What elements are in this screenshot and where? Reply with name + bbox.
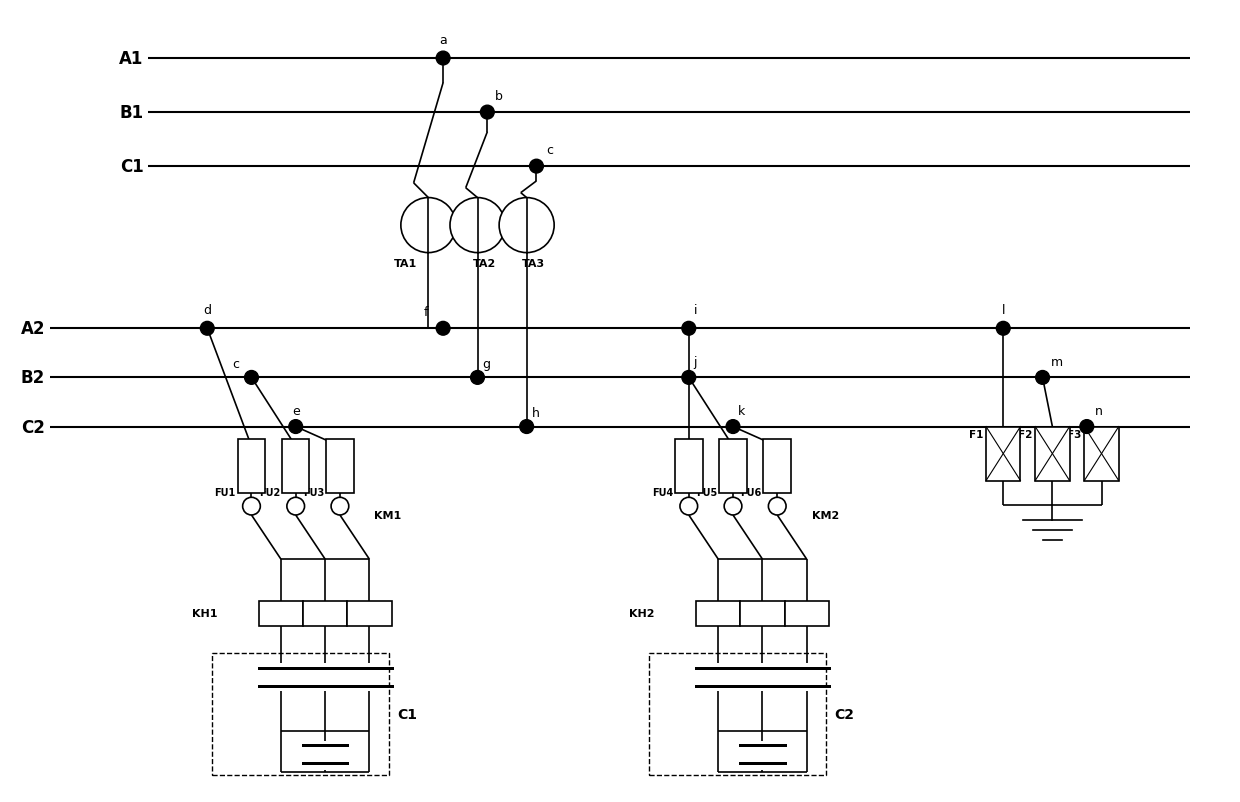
Bar	[212, 653, 389, 776]
Bar	[650, 653, 826, 776]
Text: KH2: KH2	[629, 609, 655, 618]
Text: h: h	[532, 406, 539, 419]
Circle shape	[289, 420, 303, 434]
Text: d: d	[203, 304, 211, 317]
Text: F2: F2	[1018, 430, 1032, 440]
Text: A1: A1	[119, 50, 144, 68]
Circle shape	[436, 52, 450, 66]
Text: k: k	[738, 404, 745, 417]
Text: KH1: KH1	[192, 609, 217, 618]
Circle shape	[724, 498, 742, 516]
Bar	[238, 439, 265, 493]
Text: l: l	[1002, 304, 1004, 317]
Text: g: g	[482, 357, 491, 370]
Circle shape	[450, 198, 505, 253]
Bar	[740, 602, 785, 626]
Bar	[347, 602, 392, 626]
Text: i: i	[693, 304, 697, 317]
Text: FU2: FU2	[259, 488, 280, 498]
Circle shape	[1035, 371, 1049, 385]
Bar	[719, 439, 746, 493]
Circle shape	[401, 198, 456, 253]
Circle shape	[201, 322, 215, 336]
Text: FU5: FU5	[696, 488, 717, 498]
Text: FU3: FU3	[303, 488, 324, 498]
Text: n: n	[1095, 404, 1102, 417]
Bar	[675, 439, 703, 493]
Text: TA2: TA2	[472, 258, 496, 268]
Bar	[1035, 427, 1070, 481]
Bar	[326, 439, 353, 493]
Text: TA1: TA1	[394, 258, 417, 268]
Text: C2: C2	[835, 707, 854, 721]
Text: c: c	[547, 144, 553, 157]
Circle shape	[997, 322, 1011, 336]
Bar	[986, 427, 1021, 481]
Text: B2: B2	[21, 369, 45, 387]
Circle shape	[243, 498, 260, 516]
Circle shape	[769, 498, 786, 516]
Circle shape	[436, 322, 450, 336]
Text: m: m	[1050, 355, 1063, 368]
Circle shape	[331, 498, 348, 516]
Bar	[281, 439, 310, 493]
Text: c: c	[233, 357, 239, 370]
Circle shape	[286, 498, 305, 516]
Circle shape	[727, 420, 740, 434]
Text: C1: C1	[119, 158, 144, 176]
Circle shape	[682, 371, 696, 385]
Text: FU1: FU1	[215, 488, 236, 498]
Bar	[785, 602, 828, 626]
Circle shape	[471, 371, 485, 385]
Text: KM1: KM1	[374, 510, 402, 520]
Bar	[764, 439, 791, 493]
Circle shape	[529, 160, 543, 174]
Text: A2: A2	[21, 320, 45, 338]
Bar	[696, 602, 740, 626]
Text: b: b	[495, 90, 503, 103]
Circle shape	[480, 106, 495, 119]
Circle shape	[682, 322, 696, 336]
Circle shape	[244, 371, 258, 385]
Text: FU4: FU4	[652, 488, 673, 498]
Text: f: f	[424, 306, 428, 319]
Bar	[1084, 427, 1118, 481]
Circle shape	[1080, 420, 1094, 434]
Text: FU6: FU6	[740, 488, 761, 498]
Bar	[303, 602, 347, 626]
Bar	[259, 602, 303, 626]
Text: C2: C2	[21, 418, 45, 436]
Text: F1: F1	[968, 430, 983, 440]
Circle shape	[680, 498, 698, 516]
Circle shape	[520, 420, 533, 434]
Text: e: e	[291, 404, 300, 417]
Text: F3: F3	[1066, 430, 1081, 440]
Text: C1: C1	[397, 707, 417, 721]
Text: KM2: KM2	[812, 510, 839, 520]
Text: a: a	[439, 34, 446, 47]
Text: TA3: TA3	[522, 258, 544, 268]
Text: B1: B1	[119, 104, 144, 122]
Text: j: j	[693, 355, 697, 368]
Circle shape	[500, 198, 554, 253]
